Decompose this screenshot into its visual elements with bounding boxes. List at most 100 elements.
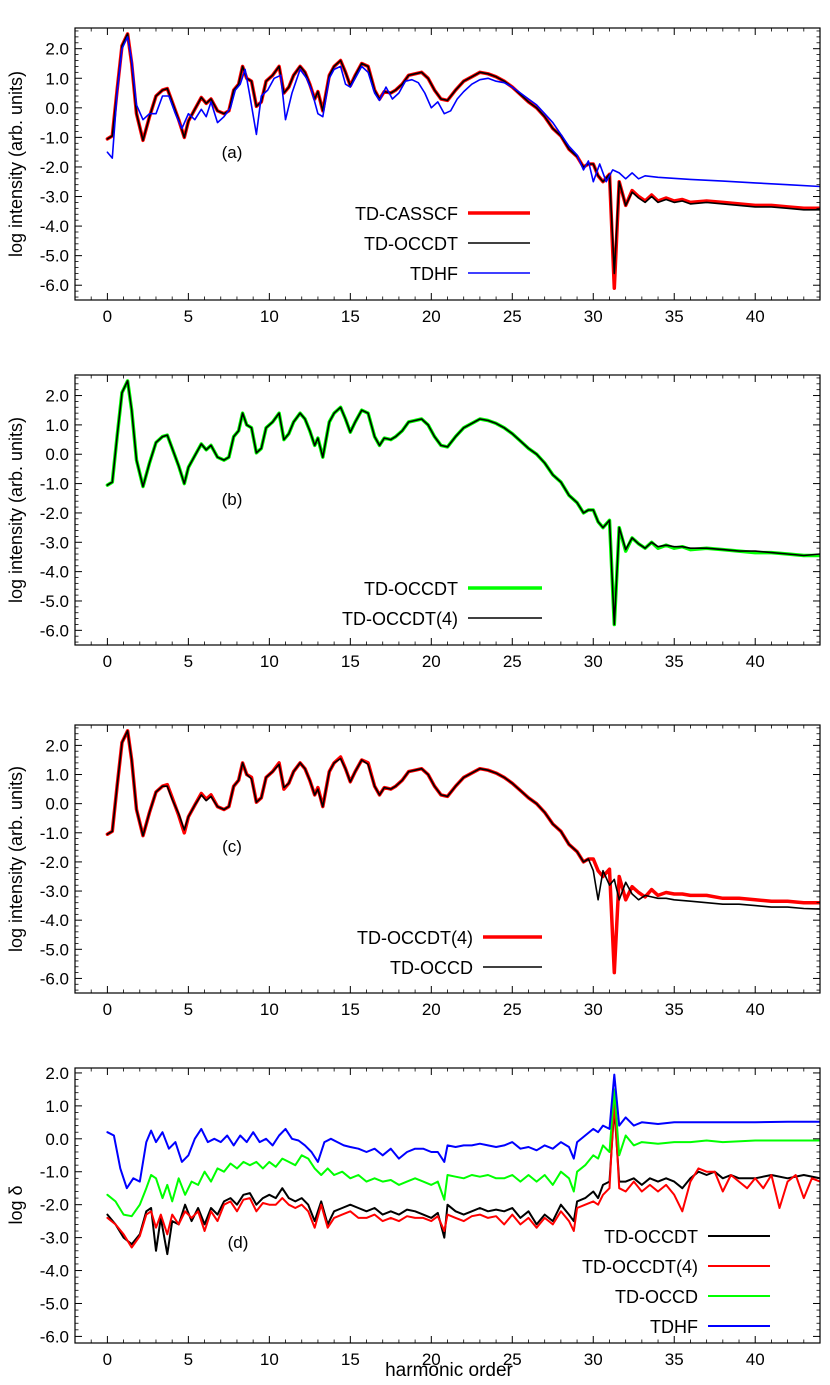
y-tick-label: -5.0 (40, 940, 69, 959)
y-tick-label: -3.0 (40, 533, 69, 552)
x-tick-label: 10 (260, 652, 279, 671)
y-tick-label: -2.0 (40, 853, 69, 872)
legend-label: TD-OCCDT (364, 234, 458, 254)
plot-frame (74, 27, 821, 301)
series-group (105, 32, 820, 290)
legend: TD-OCCDT(4) TD-OCCD (357, 928, 542, 978)
x-tick-label: 30 (584, 652, 603, 671)
series-line-4-1 (106, 1106, 820, 1256)
y-tick-label: 2.0 (45, 736, 69, 755)
series-line-4-2 (106, 1098, 820, 1249)
series-group (105, 379, 820, 627)
y-tick-label: 0.0 (45, 445, 69, 464)
y-axis-label: log intensity (arb. units) (6, 766, 26, 952)
series-group (106, 1073, 820, 1256)
plot-frame (74, 374, 821, 646)
series-line-4-3 (106, 1088, 820, 1218)
x-tick-label: 10 (260, 1000, 279, 1019)
y-tick-label: 1.0 (45, 766, 69, 785)
x-tick-label: 40 (746, 307, 765, 326)
legend-label: TD-OCCDT(4) (342, 609, 458, 629)
y-tick-label: -4.0 (40, 911, 69, 930)
panel-1: 0 5 10 15 20 25 30 35 40 2.0 1.0 0.0 -1.0 -2.0 -3.0 -4.… (6, 27, 821, 326)
x-tick-label: 0 (103, 1000, 112, 1019)
y-tick-label: -2.0 (40, 158, 69, 177)
x-tick-label: 5 (184, 1000, 193, 1019)
y-tick-label: -6.0 (40, 969, 69, 988)
legend-label: TD-OCCDT (364, 579, 458, 599)
x-tick-label: 0 (103, 1350, 112, 1369)
y-tick-label: -3.0 (40, 188, 69, 207)
series-line-4-4 (106, 1073, 820, 1190)
x-tick-label: 5 (184, 652, 193, 671)
legend-label: TDHF (410, 264, 458, 284)
x-axis-label: harmonic order (385, 1360, 513, 1381)
legend: TD-OCCDT TD-OCCDT(4) (342, 579, 542, 629)
x-tick-label: 5 (184, 307, 193, 326)
series-line-1-1 (105, 32, 820, 290)
x-tick-label: 0 (103, 307, 112, 326)
legend-label: TD-OCCD (615, 1287, 698, 1307)
y-tick-label: -6.0 (40, 276, 69, 295)
x-tick-label: 30 (584, 307, 603, 326)
y-tick-label: 0.0 (45, 99, 69, 118)
y-tick-label: -3.0 (40, 882, 69, 901)
x-tick-label: 20 (422, 1000, 441, 1019)
y-tick-label: -5.0 (40, 1294, 69, 1313)
y-tick-label: -1.0 (40, 1163, 69, 1182)
x-tick-label: 5 (184, 1350, 193, 1369)
x-tick-label: 20 (422, 652, 441, 671)
x-tick-label: 0 (103, 652, 112, 671)
series-line-2-1 (105, 379, 820, 627)
legend-label: TDHF (650, 1317, 698, 1337)
x-tick-label: 40 (746, 1000, 765, 1019)
x-tick-label: 20 (422, 307, 441, 326)
legend-label: TD-OCCDT (604, 1227, 698, 1247)
y-tick-label: 0.0 (45, 1130, 69, 1149)
legend-label: TD-OCCDT(4) (582, 1257, 698, 1277)
series-line-1-3 (106, 36, 820, 188)
x-tick-label: 40 (746, 1350, 765, 1369)
x-tick-label: 15 (341, 307, 360, 326)
x-tick-label: 25 (503, 652, 522, 671)
y-tick-label: 1.0 (45, 1097, 69, 1116)
plot-frame (74, 724, 821, 994)
x-tick-label: 35 (665, 307, 684, 326)
x-tick-label: 35 (665, 1350, 684, 1369)
y-tick-label: -1.0 (40, 128, 69, 147)
x-tick-label: 10 (260, 307, 279, 326)
x-tick-label: 25 (503, 1000, 522, 1019)
panel-label: (a) (222, 143, 243, 162)
y-tick-label: 1.0 (45, 416, 69, 435)
x-tick-label: 15 (341, 1000, 360, 1019)
x-tick-label: 25 (503, 307, 522, 326)
panel-label: (d) (228, 1233, 249, 1252)
y-tick-label: 2.0 (45, 1064, 69, 1083)
series-line-2-2 (106, 380, 820, 626)
y-tick-label: 2.0 (45, 387, 69, 406)
legend: TD-CASSCF TD-OCCDT TDHF (355, 204, 530, 284)
x-tick-label: 15 (341, 652, 360, 671)
panel-2: 0 5 10 15 20 25 30 35 40 2.0 1.0 0.0 -1.0 -2.0 -3.0 -4.… (6, 374, 821, 671)
x-tick-label: 25 (503, 1350, 522, 1369)
x-tick-label: 30 (584, 1350, 603, 1369)
x-tick-label: 15 (341, 1350, 360, 1369)
x-tick-label: 40 (746, 652, 765, 671)
x-tick-label: 30 (584, 1000, 603, 1019)
y-tick-label: -6.0 (40, 621, 69, 640)
y-axis-label: log δ (6, 1185, 26, 1224)
legend-label: TD-OCCD (390, 958, 473, 978)
panel-4: 0 5 10 15 20 25 30 35 40 2.0 1.0 0.0 -1.0 -2.0 -3.0 -4.… (6, 1064, 821, 1369)
y-tick-label: -2.0 (40, 1196, 69, 1215)
series-line-1-2 (106, 33, 820, 275)
legend-label: TD-OCCDT(4) (357, 928, 473, 948)
series-group (105, 729, 820, 975)
x-tick-label: 10 (260, 1350, 279, 1369)
legend-label: TD-CASSCF (355, 204, 458, 224)
y-tick-label: 1.0 (45, 69, 69, 88)
x-tick-label: 20 (422, 1350, 441, 1369)
y-tick-label: -5.0 (40, 247, 69, 266)
legend: TD-OCCDT TD-OCCDT(4) TD-OCCD TDHF (582, 1227, 770, 1337)
y-tick-label: -1.0 (40, 475, 69, 494)
